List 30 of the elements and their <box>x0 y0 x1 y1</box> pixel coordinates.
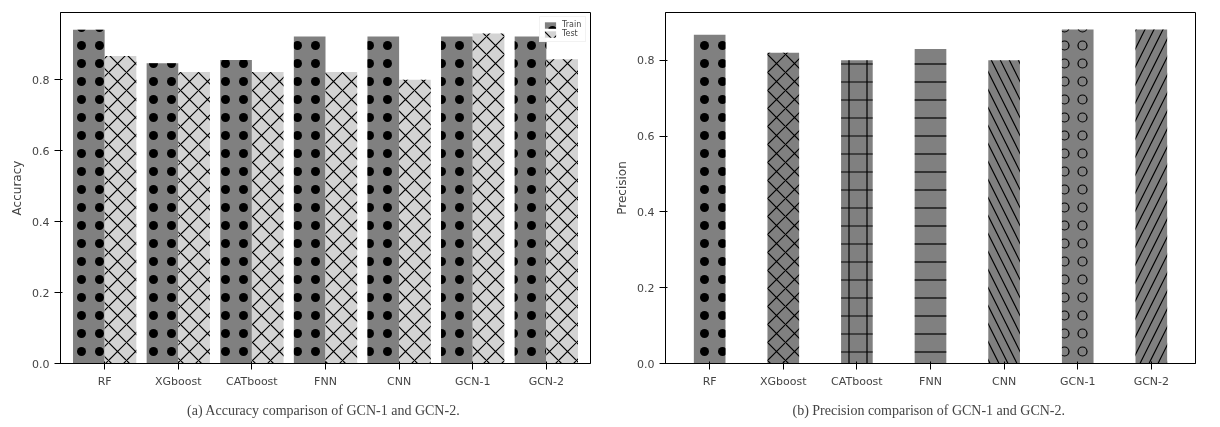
x-tick-label: XGboost <box>155 374 203 388</box>
legend-label: Test <box>562 29 579 38</box>
x-tick-label: GCN-2 <box>528 374 565 388</box>
x-tick-label: CATboost <box>226 374 279 388</box>
x-tick-label: RF <box>702 374 717 388</box>
y-tick-label: 0.4 <box>32 215 50 229</box>
x-tick-label: CNN <box>992 374 1017 388</box>
x-tick-label: RF <box>97 374 112 388</box>
x-tick-label: XGboost <box>760 374 808 388</box>
y-tick-label: 0.8 <box>637 54 655 68</box>
x-tick-label: CATboost <box>831 374 884 388</box>
x-tick-label: GCN-1 <box>1060 374 1096 388</box>
y-axis-title: Accuracy <box>10 160 25 216</box>
x-tick-label: FNN <box>314 374 337 388</box>
y-tick-label: 0.6 <box>32 144 50 158</box>
text: (b) Precision comparison of GCN-1 and GCN-2. <box>792 402 1066 419</box>
y-tick-label: 0.8 <box>32 73 50 87</box>
y-tick-label: 0.0 <box>32 357 50 371</box>
x-tick-label: GCN-2 <box>1133 374 1170 388</box>
x-tick-label: CNN <box>387 374 412 388</box>
y-axis-title: Precision <box>615 161 630 215</box>
y-tick-label: 0.2 <box>32 286 50 300</box>
y-tick-label: 0.2 <box>637 281 655 295</box>
y-tick-label: 0.0 <box>637 357 655 371</box>
x-tick-label: FNN <box>919 374 942 388</box>
x-tick-label: GCN-1 <box>455 374 491 388</box>
y-tick-label: 0.4 <box>637 205 655 219</box>
y-tick-label: 0.6 <box>637 130 655 144</box>
text: (a) Accuracy comparison of GCN-1 and GCN-2. <box>187 402 460 419</box>
legend-label: Train <box>562 20 582 29</box>
